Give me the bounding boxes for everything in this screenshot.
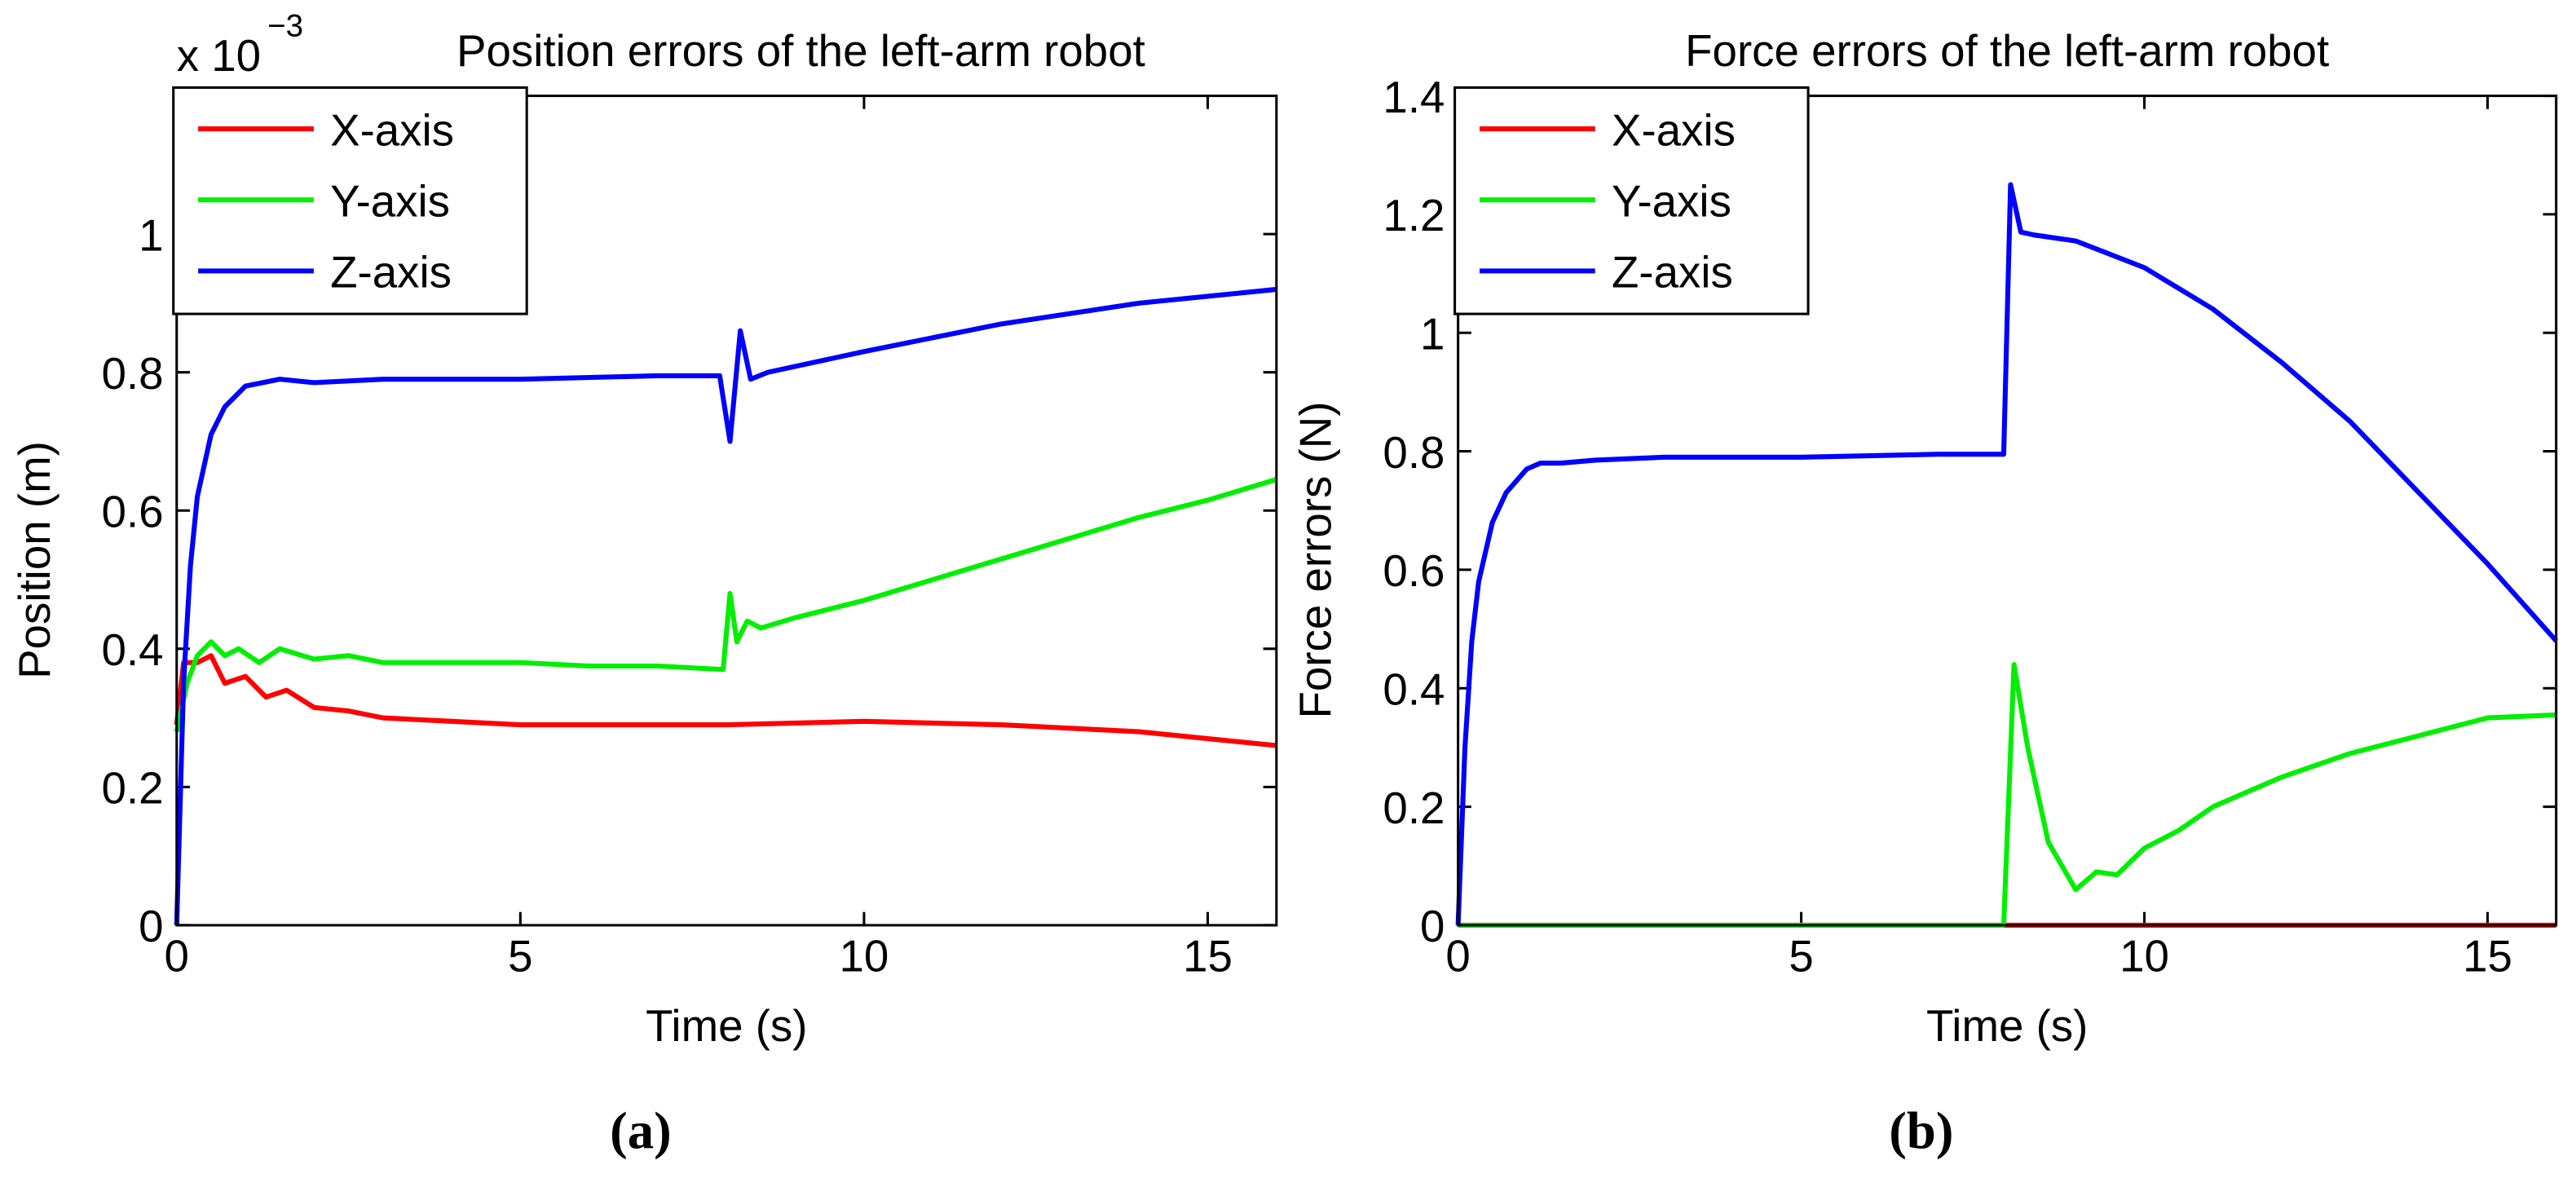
title: Force errors of the left-arm robot bbox=[1685, 25, 2329, 76]
axis-multiplier: x 10 bbox=[177, 30, 261, 81]
panel-caption: (a) bbox=[610, 1102, 672, 1161]
legend-label: Y-axis bbox=[1612, 175, 1731, 226]
x-tick-label: 0 bbox=[165, 931, 189, 982]
x-axis-label: Time (s) bbox=[1926, 1000, 2088, 1051]
legend-label: X-axis bbox=[1612, 104, 1736, 155]
y-tick-label: 1.4 bbox=[1383, 72, 1445, 122]
x-tick-label: 10 bbox=[2119, 931, 2169, 982]
y-tick-label: 0.4 bbox=[1383, 664, 1445, 714]
y-tick-label: 0 bbox=[139, 901, 163, 951]
y-axis-label: Position (m) bbox=[9, 441, 60, 679]
title: Position errors of the left-arm robot bbox=[457, 25, 1145, 76]
y-tick-label: 1 bbox=[139, 210, 163, 260]
plot-frame bbox=[175, 95, 1278, 927]
x-tick-label: 5 bbox=[1789, 931, 1813, 982]
legend-label: X-axis bbox=[330, 104, 454, 155]
data-line bbox=[174, 477, 1277, 733]
y-axis-label: Force errors (N) bbox=[1290, 402, 1341, 719]
data-line bbox=[174, 286, 1277, 926]
y-tick-label: 1.2 bbox=[1383, 190, 1445, 240]
x-tick-label: 0 bbox=[1445, 931, 1470, 982]
y-tick-label: 0.8 bbox=[1383, 427, 1445, 478]
y-tick-label: 0.6 bbox=[1383, 545, 1445, 596]
y-tick-label: 0.8 bbox=[102, 348, 164, 399]
y-tick-label: 0.6 bbox=[102, 486, 164, 536]
x-tick-label: 15 bbox=[1183, 931, 1233, 982]
legend-label: Z-axis bbox=[1612, 247, 1733, 298]
data-line bbox=[174, 653, 1277, 748]
axis-multiplier-exponent: −3 bbox=[267, 9, 303, 44]
data-line bbox=[1458, 662, 2556, 928]
y-tick-label: 0.2 bbox=[102, 763, 164, 814]
x-tick-label: 15 bbox=[2463, 931, 2512, 982]
y-tick-label: 0.2 bbox=[1383, 783, 1445, 833]
legend-label: Y-axis bbox=[330, 175, 450, 226]
x-tick-label: 5 bbox=[508, 931, 532, 982]
plot-frame bbox=[1457, 95, 2558, 927]
x-tick-label: 10 bbox=[840, 931, 889, 982]
data-line bbox=[1455, 182, 2558, 926]
y-tick-label: 1 bbox=[1420, 308, 1445, 359]
y-tick-label: 0 bbox=[1420, 901, 1445, 951]
y-tick-label: 0.4 bbox=[102, 624, 164, 675]
panel-caption: (b) bbox=[1889, 1102, 1953, 1161]
legend-label: Z-axis bbox=[330, 247, 452, 298]
x-axis-label: Time (s) bbox=[646, 1000, 807, 1051]
